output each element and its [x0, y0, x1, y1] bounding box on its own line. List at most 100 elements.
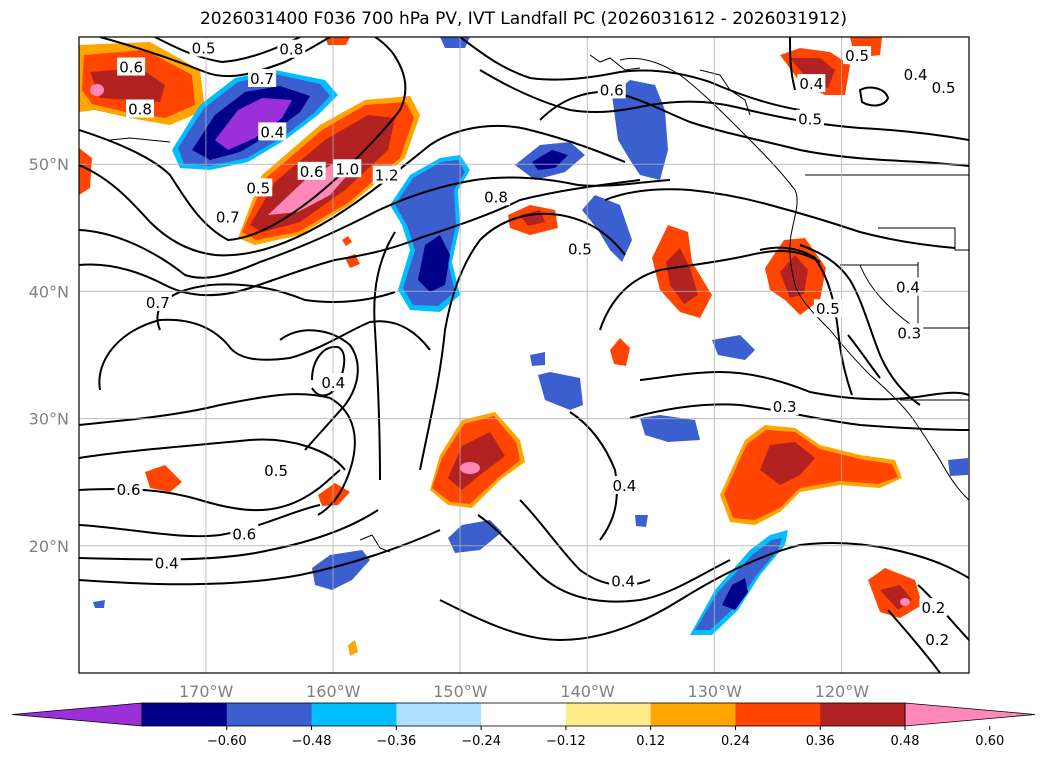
lon-tick-label: 150°W — [433, 682, 488, 701]
map-frame — [78, 36, 970, 674]
contour-label-halo — [901, 65, 930, 84]
contour-label: 0.7 — [216, 209, 240, 227]
lat-tick-label: 30°N — [29, 410, 69, 429]
map-title: 2026031400 F036 700 hPa PV, IVT Landfall… — [199, 9, 847, 29]
contour-label: 0.4 — [611, 572, 635, 590]
contour-label-halo — [482, 187, 511, 206]
contour-label-halo — [597, 80, 626, 99]
contour-label: 0.6 — [300, 163, 324, 181]
latitude-tick-labels: 20°N 30°N 40°N 50°N — [29, 155, 69, 556]
contour-label-halo — [319, 372, 348, 391]
contour-label: 0.8 — [279, 41, 303, 59]
contour-label: 0.7 — [146, 294, 170, 312]
contour-label-halo — [114, 479, 143, 498]
lon-tick-label: 160°W — [306, 682, 361, 701]
contour-label: 0.3 — [773, 398, 797, 416]
colorbar-segment — [735, 703, 821, 726]
contour-label-halo — [929, 77, 958, 96]
contour-label-halo — [895, 323, 924, 342]
contour-label-halo — [796, 109, 825, 128]
contour-label: 0.5 — [246, 179, 270, 197]
longitude-tick-labels: 170°W 160°W 150°W 140°W 130°W 120°W — [179, 682, 869, 701]
contour-label: 0.6 — [232, 525, 256, 543]
colorbar-tick-label: 0.24 — [721, 734, 750, 749]
contour-label-halo — [770, 397, 799, 416]
colorbar-tick-label: 0.60 — [975, 734, 1004, 749]
colorbar-segment — [820, 703, 906, 726]
colorbar-tick-label: 0.12 — [636, 734, 665, 749]
contour-label: 0.4 — [155, 555, 179, 573]
contour-label-halo — [258, 122, 287, 141]
lon-tick-label: 130°W — [688, 682, 743, 701]
negative-anomaly-fills — [93, 37, 968, 635]
contour-label-halo — [919, 598, 948, 617]
colorbar-segment — [142, 703, 228, 726]
contour-label: 0.6 — [600, 81, 624, 99]
contour-label: 0.4 — [321, 374, 345, 392]
contour-label: 0.6 — [117, 481, 141, 499]
map-area: 0.5 0.80.60.70.80.40.6 1.0 1.20.50.70.80.50… — [79, 37, 969, 673]
coastlines — [109, 54, 969, 553]
contour-label-halo — [262, 460, 291, 479]
colorbar-tick-label: 0.36 — [806, 734, 835, 749]
colorbar-extend-high — [904, 702, 1036, 727]
contour-label: 0.3 — [897, 324, 921, 342]
contour-label: 0.8 — [128, 101, 152, 119]
colorbar: −0.60 −0.48 −0.36 −0.24 −0.12 0.12 0.24 0.36 0.4… — [11, 702, 1036, 749]
contour-label-halo — [893, 277, 922, 296]
contour-label-halo — [297, 161, 326, 180]
positive-anomaly-fills — [79, 37, 922, 656]
colorbar-extend-low — [11, 702, 143, 727]
contour-labels: 0.5 0.80.60.70.80.40.6 1.0 1.20.50.70.80.50… — [114, 38, 958, 649]
colorbar-tick-label: −0.24 — [461, 734, 501, 749]
contour-label: 1.2 — [375, 167, 399, 185]
lon-tick-label: 120°W — [815, 682, 870, 701]
contour-label-halo — [117, 57, 146, 76]
contour-label-halo — [230, 524, 259, 543]
contour-label-halo — [843, 46, 872, 65]
contour-label: 0.2 — [925, 631, 949, 649]
contour-label-halo — [797, 74, 826, 93]
contour-label-halo — [609, 571, 638, 590]
colorbar-tick-label: −0.60 — [207, 734, 247, 749]
gridlines — [79, 37, 969, 673]
contour-label-halo — [248, 68, 277, 87]
colorbar-tick-label: −0.36 — [376, 734, 416, 749]
contour-label-halo — [213, 207, 242, 226]
contour-label-halo — [143, 292, 172, 311]
contour-label-halo — [189, 38, 218, 57]
contour-label: 0.4 — [904, 66, 928, 84]
contour-label: 0.8 — [484, 188, 508, 206]
contour-label-halo — [333, 159, 362, 178]
colorbar-segment — [311, 703, 397, 726]
contour-label: 0.5 — [192, 39, 216, 57]
contour-label-halo — [610, 476, 639, 495]
lon-tick-label: 170°W — [179, 682, 234, 701]
contour-label: 0.2 — [921, 599, 945, 617]
colorbar-tick-label: 0.48 — [891, 734, 920, 749]
contour-label: 0.4 — [260, 123, 284, 141]
colorbar-segment — [481, 703, 567, 726]
lat-tick-label: 40°N — [29, 282, 69, 301]
contour-label: 0.5 — [845, 47, 869, 65]
contour-label: 0.6 — [119, 59, 143, 77]
lat-tick-label: 50°N — [29, 155, 69, 174]
contour-label: 0.4 — [613, 477, 637, 495]
contour-label: 0.7 — [250, 70, 274, 88]
lat-tick-label: 20°N — [29, 537, 69, 556]
colorbar-segment — [396, 703, 482, 726]
contour-label: 0.5 — [798, 111, 822, 129]
contour-label-halo — [813, 299, 842, 318]
contour-label-halo — [923, 629, 952, 648]
contour-label-halo — [244, 178, 273, 197]
contour-label-halo — [565, 239, 594, 258]
colorbar-segment — [226, 703, 313, 726]
contour-label: 0.5 — [816, 300, 840, 318]
contour-label-halo — [372, 165, 401, 184]
colorbar-tick-label: −0.48 — [292, 734, 332, 749]
contour-label-halo — [277, 39, 306, 58]
contour-label: 0.5 — [568, 240, 592, 258]
contour-label-halo — [126, 99, 155, 118]
colorbar-tick-label: −0.12 — [546, 734, 586, 749]
